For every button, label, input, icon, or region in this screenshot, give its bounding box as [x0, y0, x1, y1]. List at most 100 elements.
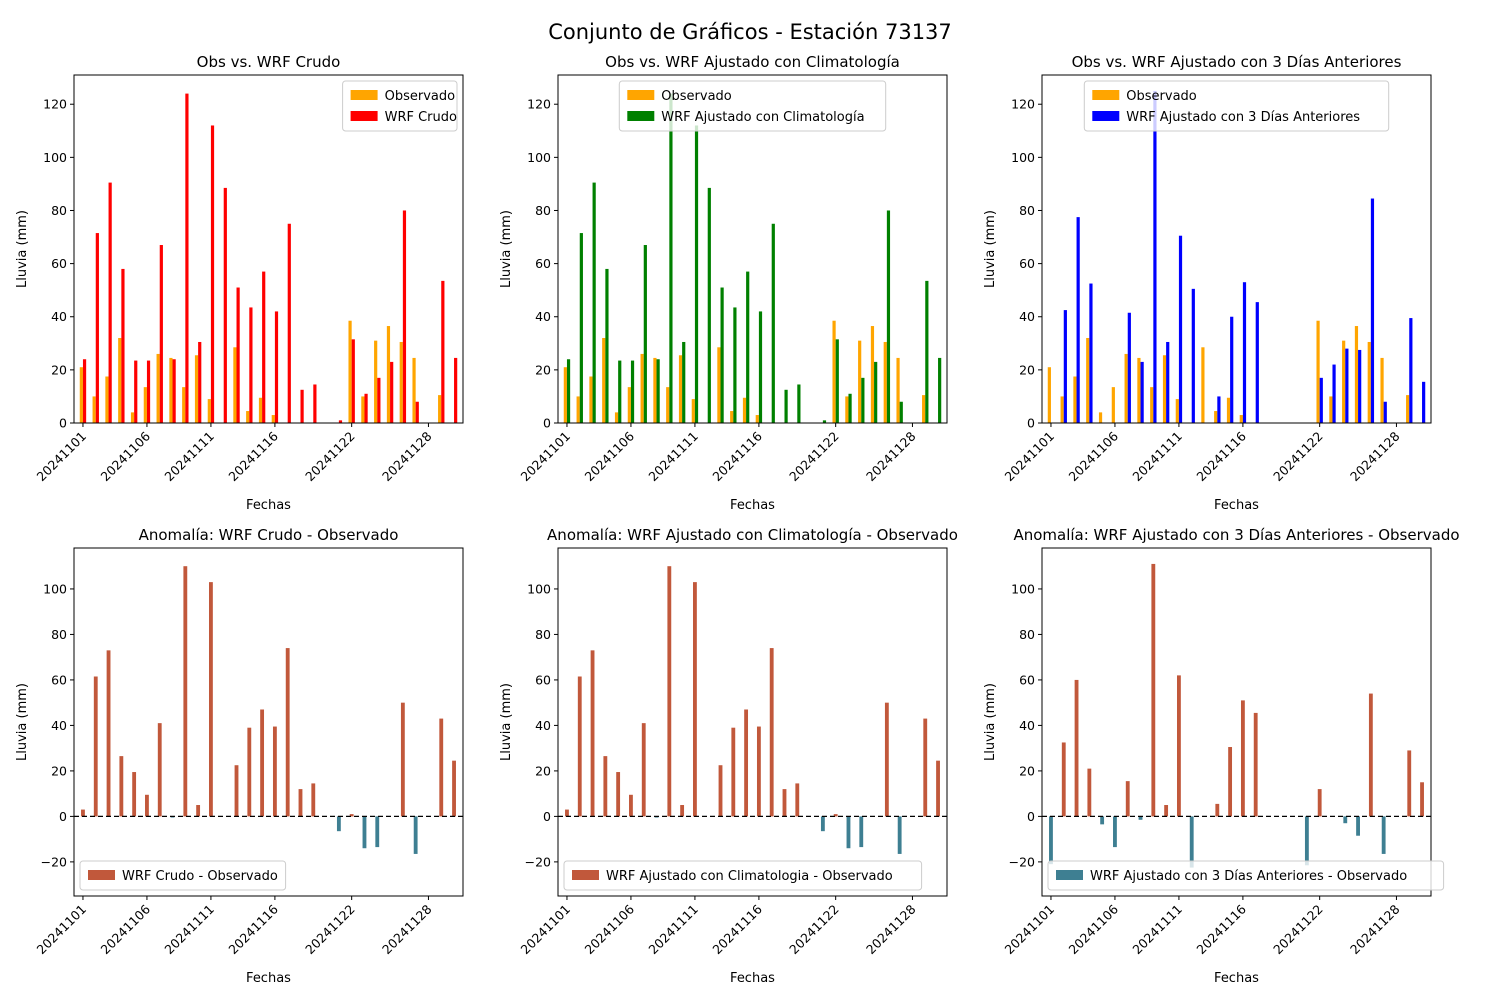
bar-observado-20241125: [386, 326, 391, 423]
y-axis-label: Lluvia (mm): [15, 683, 30, 761]
bar-wrf-20241130: [938, 357, 942, 423]
y-tick-label: 80: [1019, 627, 1035, 642]
y-tick-label: 60: [1019, 256, 1035, 271]
bar-wrf-20241111: [210, 125, 215, 423]
bar-wrf-20241115: [746, 271, 750, 423]
bar-observado-20241111: [691, 399, 695, 423]
x-tick-label: 20241116: [1193, 428, 1249, 484]
x-tick-label: 20241122: [302, 902, 358, 958]
y-tick-label: 80: [1019, 203, 1035, 218]
bar-observado-20241122: [348, 320, 352, 423]
anomaly-bar-20241109: [183, 566, 188, 817]
legend-swatch: [350, 90, 378, 100]
bar-observado-20241129: [922, 395, 926, 423]
anomaly-bar-20241123: [846, 816, 851, 849]
bar-observado-20241111: [207, 399, 211, 423]
anomaly-bar-20241105: [616, 772, 621, 817]
y-tick-label: 80: [51, 203, 67, 218]
anomaly-bar-20241105: [132, 772, 137, 817]
anomaly-bar-20241117: [285, 648, 290, 817]
bar-wrf-20241107: [1127, 312, 1131, 423]
anomaly-bar-20241111: [1176, 675, 1181, 817]
anomaly-bar-20241129: [1407, 750, 1412, 817]
anomaly-bar-20241110: [680, 805, 685, 817]
anomaly-bar-20241110: [196, 805, 201, 817]
bar-observado-20241126: [399, 341, 403, 423]
y-tick-label: 0: [59, 416, 67, 431]
bar-observado-20241115: [1226, 397, 1231, 423]
legend-label: WRF Ajustado con 3 Días Anteriores - Obs…: [1090, 869, 1407, 884]
y-tick-label: 60: [1019, 672, 1035, 687]
anomaly-bar-20241124: [375, 816, 380, 848]
bar-wrf-20241112: [707, 187, 711, 423]
legend-swatch: [1056, 870, 1083, 880]
bar-observado-20241105: [1098, 412, 1103, 423]
figure-suptitle: Conjunto de Gráficos - Estación 73137: [548, 20, 952, 44]
x-tick-label: 20241106: [97, 901, 153, 957]
bar-wrf-20241104: [605, 268, 609, 423]
anomaly-bar-20241111: [692, 582, 697, 817]
bar-wrf-20241108: [1140, 361, 1144, 423]
bar-observado-20241123: [1329, 396, 1333, 423]
anomaly-bar-20241122: [1317, 789, 1322, 817]
bar-observado-20241114: [1214, 411, 1218, 423]
bar-observado-20241104: [1086, 337, 1090, 423]
anomaly-bar-20241106: [1113, 816, 1117, 848]
anomaly-bar-20241115: [260, 709, 265, 817]
x-tick-label: 20241101: [33, 429, 89, 485]
anomaly-bar-20241111: [208, 582, 213, 817]
bar-observado-20241105: [614, 412, 619, 423]
bar-wrf-20241127: [415, 401, 419, 423]
bar-wrf-20241103: [592, 182, 596, 423]
anomaly-bar-20241102: [577, 676, 582, 817]
bar-observado-20241113: [717, 347, 721, 423]
bar-wrf-20241116: [274, 311, 279, 423]
bar-observado-20241114: [246, 411, 250, 423]
bar-wrf-20241114: [249, 307, 253, 423]
x-tick-label: 20241111: [161, 902, 217, 958]
anomaly-bar-20241105: [1100, 816, 1105, 825]
bar-wrf-20241109: [185, 93, 189, 423]
anomaly-bar-20241103: [106, 650, 111, 817]
bar-wrf-20241106: [146, 360, 151, 423]
anomaly-bar-20241129: [923, 718, 928, 817]
y-tick-label: −20: [1009, 854, 1035, 869]
anomaly-bar-20241113: [234, 765, 239, 817]
y-axis-label: Lluvia (mm): [983, 210, 998, 288]
bar-wrf-20241113: [720, 287, 724, 423]
plot-frame: [73, 74, 464, 424]
bar-wrf-20241116: [1242, 282, 1247, 423]
anomaly-bar-20241106: [629, 794, 633, 817]
anomaly-bar-20241116: [756, 726, 761, 817]
bars-group: [1049, 563, 1424, 868]
bar-observado-20241101: [563, 367, 567, 423]
bar-observado-20241108: [169, 357, 173, 423]
bar-observado-20241113: [1201, 347, 1205, 423]
bar-observado-20241105: [130, 412, 135, 423]
legend-label: WRF Ajustado con 3 Días Anteriores: [1126, 110, 1360, 125]
bar-observado-20241122: [832, 320, 836, 423]
x-tick-label: 20241106: [581, 428, 637, 484]
bar-wrf-20241110: [1166, 341, 1170, 423]
bar-wrf-20241119: [313, 384, 317, 423]
anomaly-bar-20241107: [641, 723, 646, 817]
anomaly-bar-20241126: [884, 702, 889, 817]
x-axis-label: Fechas: [1214, 498, 1259, 513]
x-tick-label: 20241122: [302, 429, 358, 485]
anomaly-bar-20241114: [1215, 803, 1220, 817]
bar-wrf-20241124: [1345, 348, 1349, 423]
bars-group: [1047, 90, 1426, 423]
y-tick-label: 60: [51, 672, 67, 687]
bar-observado-20241109: [666, 387, 670, 423]
bar-observado-20241109: [1150, 387, 1154, 423]
legend: Observado WRF Crudo: [342, 80, 458, 132]
bar-wrf-20241125: [390, 361, 394, 423]
y-tick-label: 0: [543, 416, 551, 431]
anomaly-bar-20241114: [731, 727, 736, 817]
bar-wrf-20241115: [262, 271, 266, 423]
bar-observado-20241108: [653, 357, 657, 423]
bar-observado-20241103: [105, 376, 109, 423]
bar-wrf-20241126: [886, 210, 891, 423]
